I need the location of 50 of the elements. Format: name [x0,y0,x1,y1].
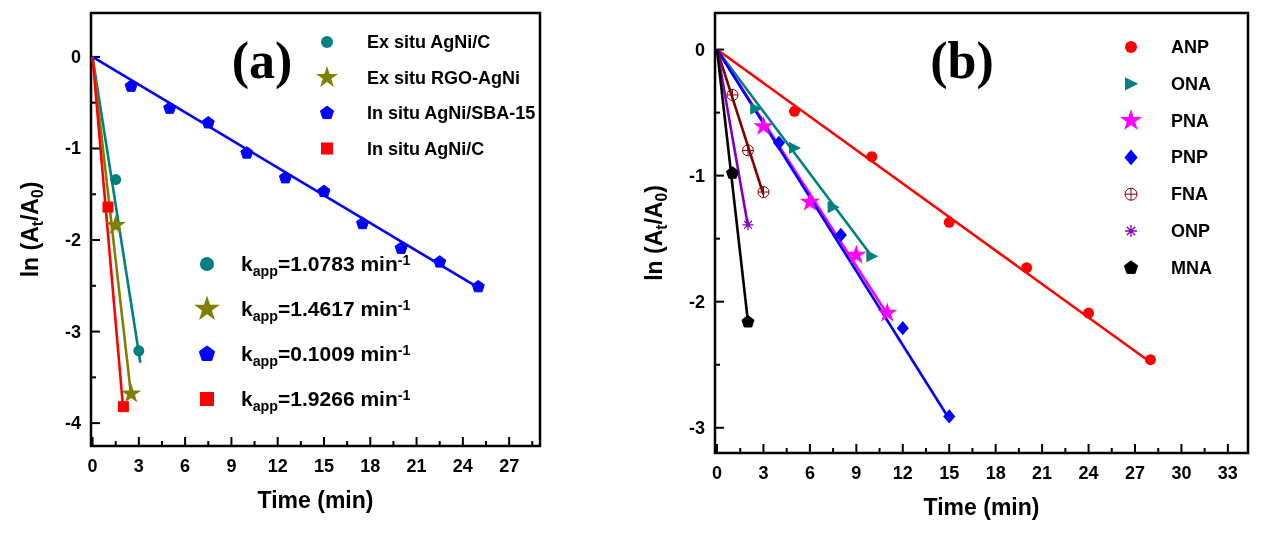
x-tick-label: 24 [1078,463,1099,483]
x-tick-label: 27 [1124,463,1146,483]
legend-label: ANP [1171,37,1210,57]
x-tick-label: 6 [180,456,191,476]
y-tick-label: -1 [64,138,81,159]
x-tick-label: 18 [985,463,1006,483]
x-tick-label: 24 [452,456,473,476]
x-tick-label: 6 [804,463,815,483]
y-tick-label: -4 [64,413,81,434]
legend-label: ONP [1171,221,1211,241]
annotation: (a) [231,31,293,90]
legend-label: Ex situ RGO-AgNi [367,67,521,88]
y-tick-label: -2 [64,230,81,251]
y-tick-label: -3 [688,417,705,438]
x-tick-label: 21 [406,456,427,476]
x-axis-title: Time (min) [257,487,374,513]
x-tick-label: 9 [851,463,862,483]
y-tick-label: -1 [688,165,705,186]
legend-label: In situ AgNi/SBA-15 [367,103,536,123]
legend-label: PNP [1171,147,1209,168]
legend-label: In situ AgNi/C [367,138,485,159]
x-axis-title: Time (min) [923,494,1040,520]
x-tick-label: 27 [499,456,520,476]
legend-label: MNA [1171,257,1212,278]
x-tick-label: 15 [313,456,334,476]
annotation: (b) [930,31,994,90]
y-tick-label: 0 [70,46,81,67]
x-tick-label: 15 [939,463,960,483]
y-tick-label: -2 [688,291,705,312]
legend-label: PNA [1171,110,1210,131]
x-tick-label: 9 [226,456,237,476]
x-tick-label: 0 [712,463,723,483]
x-tick-label: 33 [1217,463,1238,483]
x-tick-label: 12 [267,456,288,476]
annotation: k$_{app}$=1.9266 min$^{-1}$ [241,386,411,414]
x-tick-label: 21 [1032,463,1053,483]
legend-label: Ex situ AgNi/C [367,32,491,52]
x-tick-label: 0 [87,456,98,476]
legend-label: ONA [1171,73,1211,94]
x-tick-label: 12 [892,463,913,483]
x-tick-label: 3 [133,456,144,476]
y-tick-label: 0 [694,39,705,60]
annotation: k$_{app}$=1.0783 min$^{-1}$ [241,251,411,279]
legend-label: FNA [1171,184,1208,205]
annotation: k$_{app}$=0.1009 min$^{-1}$ [241,341,411,369]
annotation: k$_{app}$=1.4617 min$^{-1}$ [241,296,411,324]
x-tick-label: 18 [360,456,381,476]
x-tick-label: 3 [758,463,769,483]
x-tick-label: 30 [1171,463,1192,483]
y-tick-label: -3 [64,321,81,342]
